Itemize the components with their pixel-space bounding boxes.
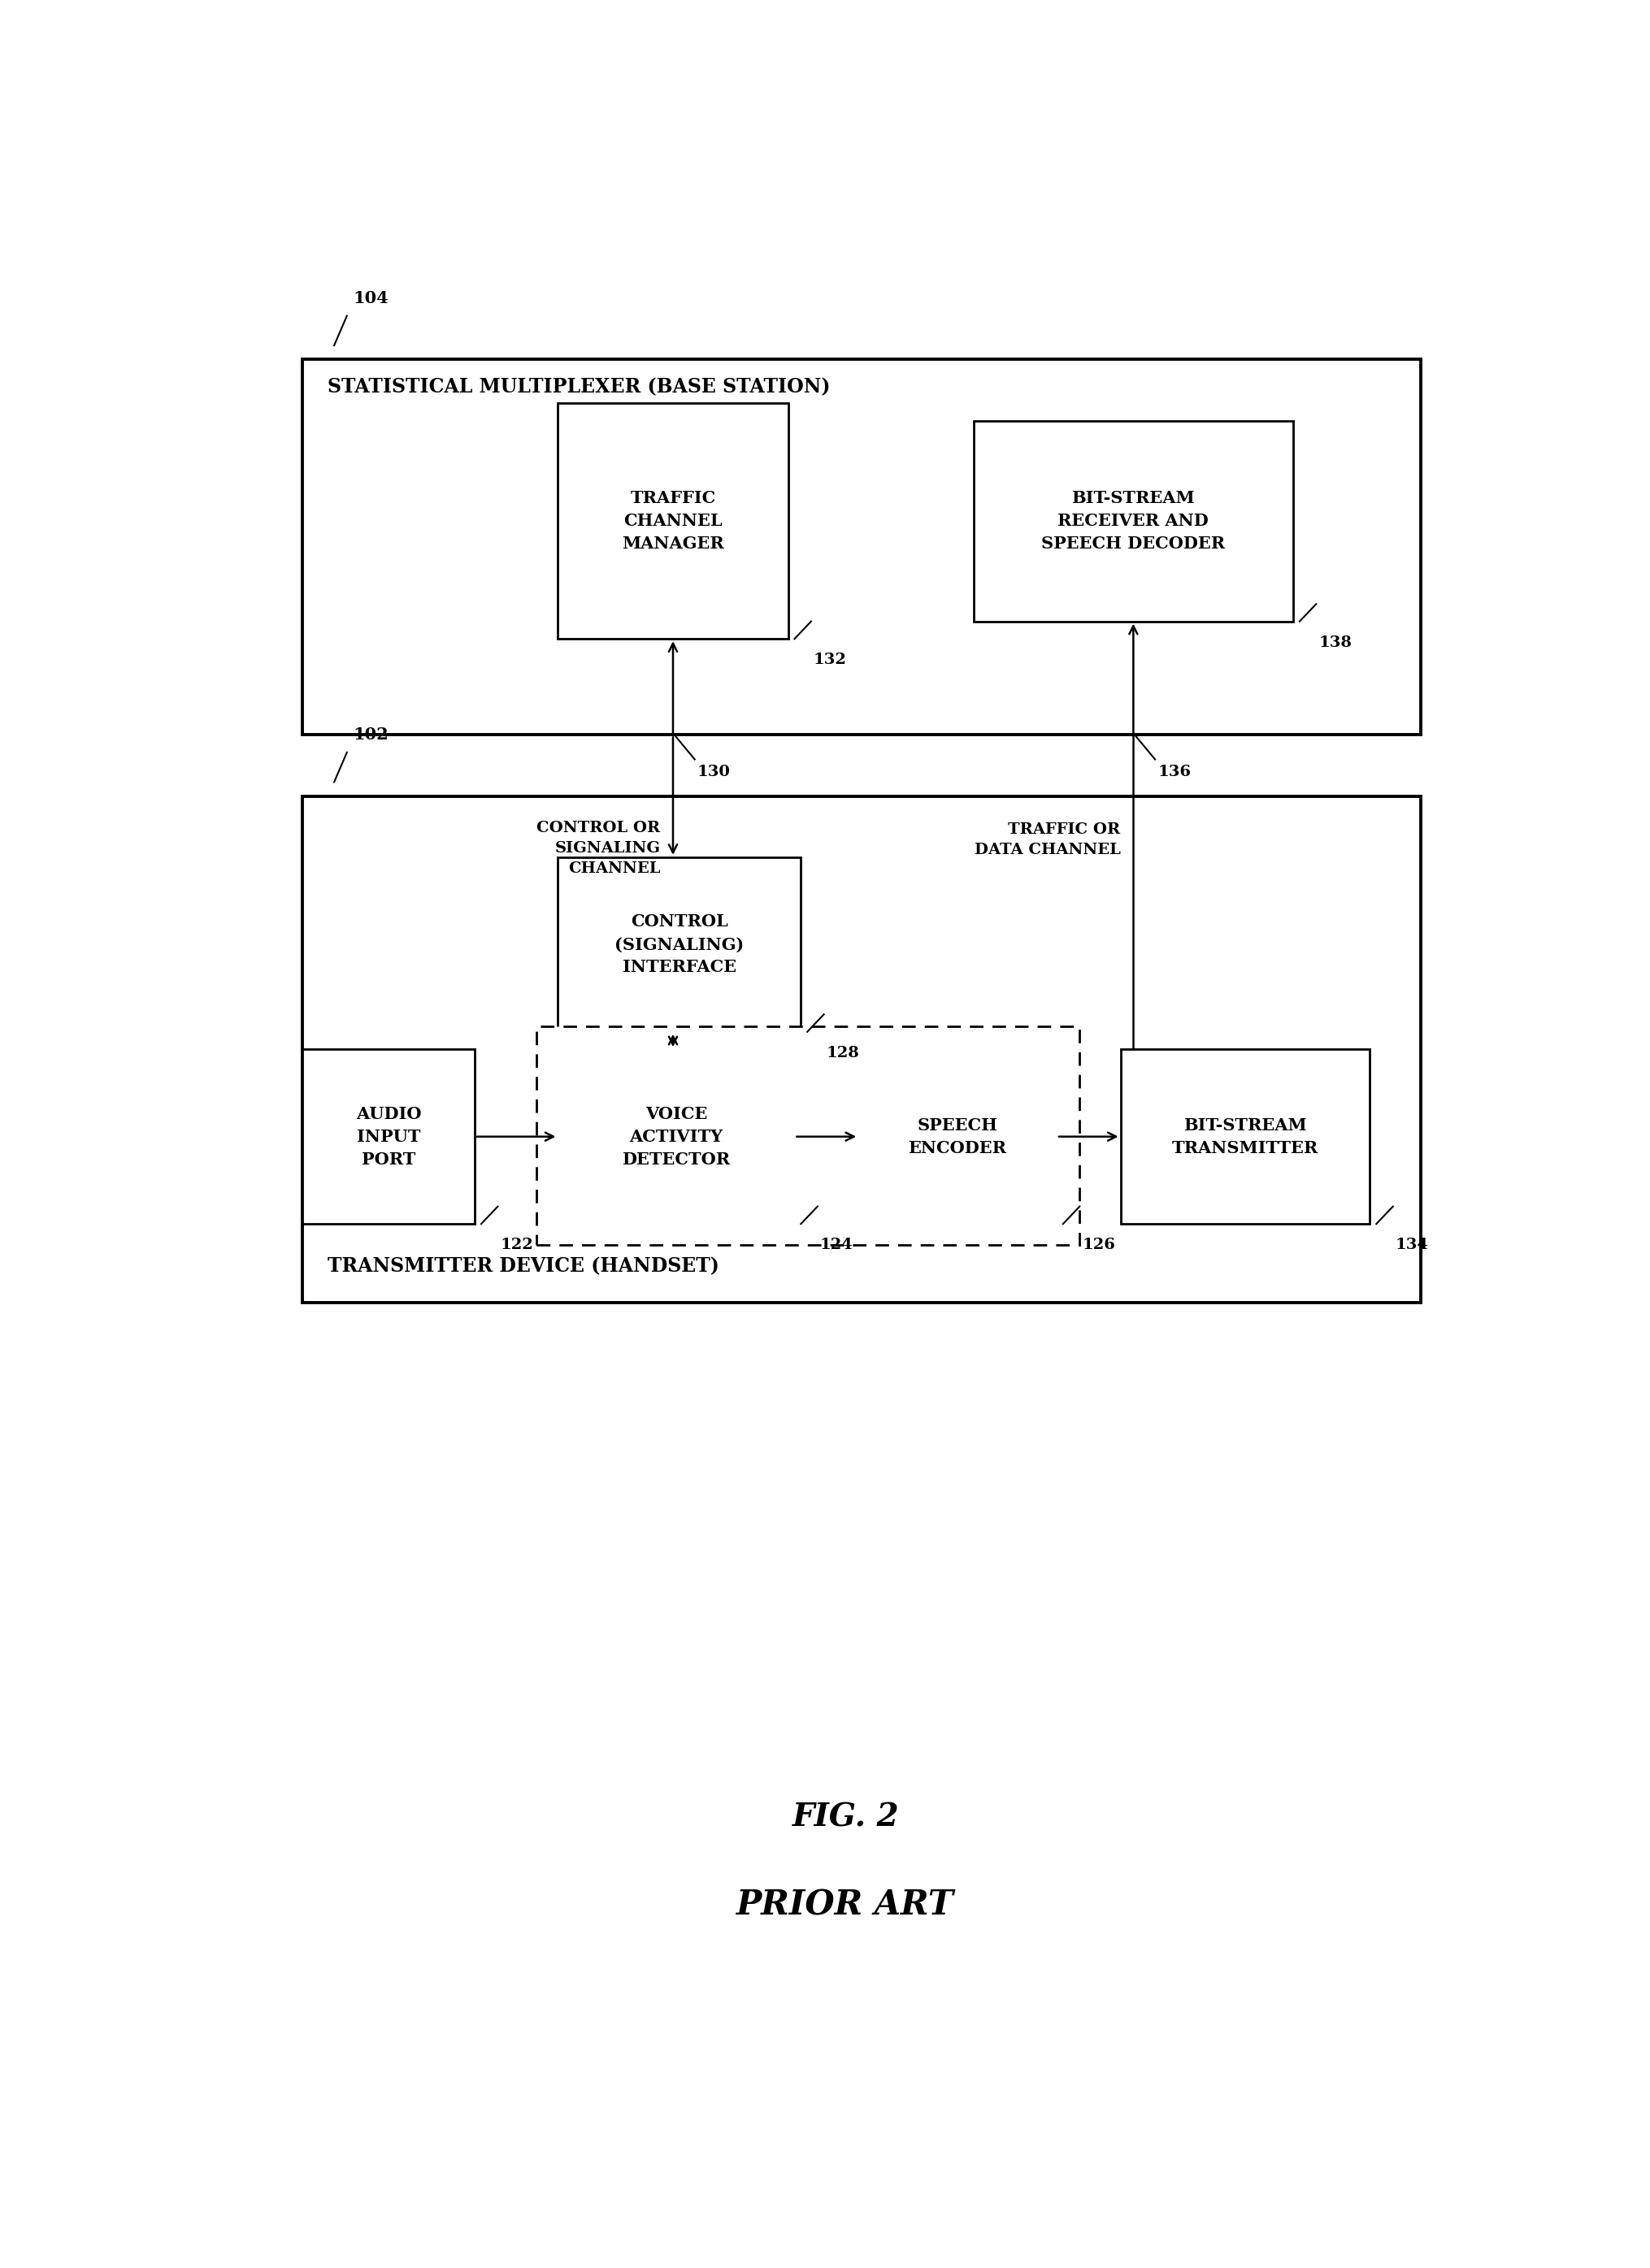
Text: 126: 126 [1082,1238,1115,1252]
Text: 138: 138 [1318,635,1351,651]
Bar [302,1050,475,1225]
Bar [302,796,1421,1302]
Text: 124: 124 [820,1238,853,1252]
Text: VOICE
ACTIVITY
DETECTOR: VOICE ACTIVITY DETECTOR [622,1107,731,1168]
Bar [302,361,1421,735]
Text: 132: 132 [813,653,846,667]
Text: 102: 102 [353,726,389,744]
Bar [558,1050,794,1225]
Text: STATISTICAL MULTIPLEXER (BASE STATION): STATISTICAL MULTIPLEXER (BASE STATION) [328,376,830,397]
Text: 136: 136 [1158,764,1191,780]
Text: TRAFFIC OR
DATA CHANNEL: TRAFFIC OR DATA CHANNEL [975,823,1120,857]
Text: FIG. 2: FIG. 2 [792,1803,899,1833]
Text: 122: 122 [500,1238,533,1252]
Text: TRANSMITTER DEVICE (HANDSET): TRANSMITTER DEVICE (HANDSET) [328,1256,719,1277]
Bar [1120,1050,1370,1225]
Text: PRIOR ART: PRIOR ART [738,1887,954,1921]
Text: AUDIO
INPUT
PORT: AUDIO INPUT PORT [356,1107,421,1168]
Text: 128: 128 [827,1046,860,1061]
Bar [536,1027,1079,1245]
Text: BIT-STREAM
RECEIVER AND
SPEECH DECODER: BIT-STREAM RECEIVER AND SPEECH DECODER [1041,490,1226,551]
Bar [558,404,789,640]
Text: 104: 104 [353,290,389,306]
Text: 130: 130 [698,764,731,780]
Bar [858,1050,1056,1225]
Bar [558,857,800,1032]
Text: BIT-STREAM
TRANSMITTER: BIT-STREAM TRANSMITTER [1172,1118,1318,1157]
Text: TRAFFIC
CHANNEL
MANAGER: TRAFFIC CHANNEL MANAGER [622,490,724,551]
Text: SPEECH
ENCODER: SPEECH ENCODER [909,1118,1007,1157]
Text: CONTROL OR
SIGNALING
CHANNEL: CONTROL OR SIGNALING CHANNEL [536,821,660,875]
Text: 134: 134 [1396,1238,1429,1252]
Bar [974,420,1294,621]
Text: CONTROL
(SIGNALING)
INTERFACE: CONTROL (SIGNALING) INTERFACE [615,914,744,975]
